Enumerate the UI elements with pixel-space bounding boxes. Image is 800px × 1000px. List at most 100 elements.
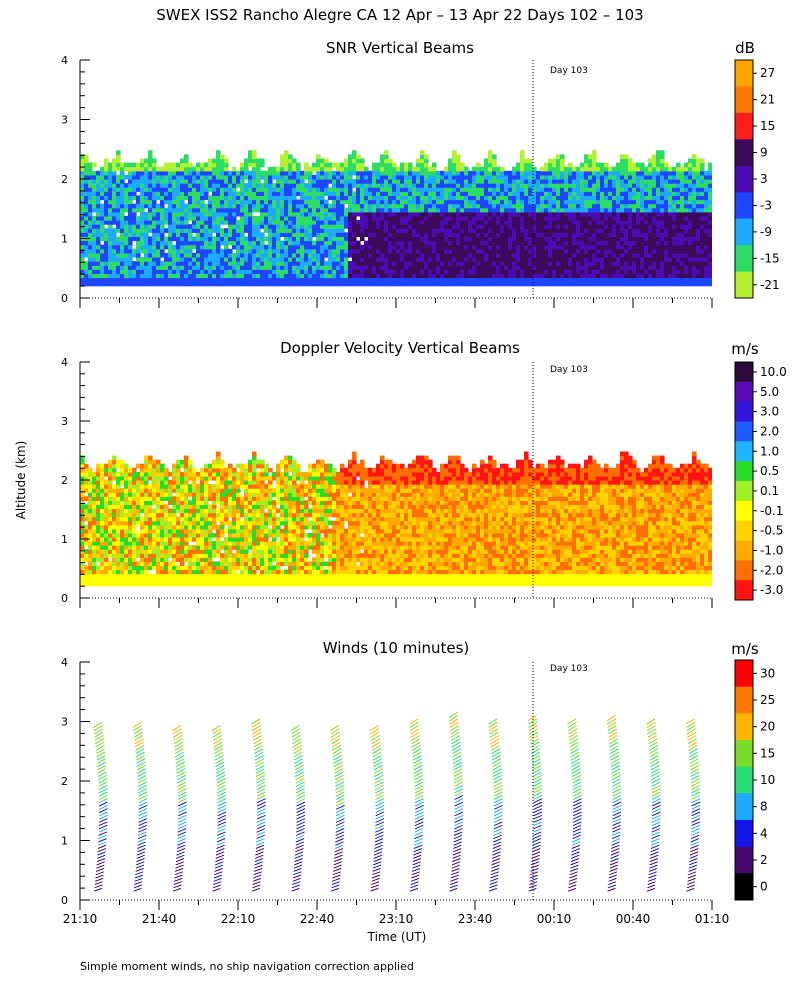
heatmap-cell <box>576 257 581 262</box>
heatmap-cell <box>604 174 609 180</box>
heatmap-cell <box>428 248 433 254</box>
heatmap-cell <box>348 154 353 160</box>
heatmap-cell <box>308 244 313 250</box>
heatmap-cell <box>548 215 553 221</box>
heatmap-cell <box>452 154 457 160</box>
heatmap-cell <box>248 252 253 258</box>
heatmap-cell <box>152 195 157 201</box>
heatmap-cell <box>676 273 681 279</box>
heatmap-cell <box>116 195 121 201</box>
heatmap-cell <box>652 220 657 225</box>
heatmap-cell <box>404 273 409 279</box>
heatmap-cell <box>308 211 313 217</box>
heatmap-cell <box>156 261 161 266</box>
heatmap-cell <box>536 265 541 270</box>
heatmap-cell <box>96 537 101 542</box>
heatmap-cell <box>580 277 585 283</box>
heatmap-cell <box>668 195 673 201</box>
heatmap-cell <box>524 252 529 258</box>
heatmap-cell <box>588 220 593 225</box>
heatmap-cell <box>280 166 285 172</box>
heatmap-cell <box>140 170 145 176</box>
heatmap-cell <box>168 187 173 192</box>
heatmap-cell <box>84 232 89 237</box>
heatmap-cell <box>192 191 197 196</box>
heatmap-cell <box>240 162 245 168</box>
heatmap-cell <box>436 174 441 180</box>
heatmap-cell <box>668 240 673 246</box>
heatmap-cell <box>460 232 465 237</box>
heatmap-cell <box>156 273 161 279</box>
heatmap-cell <box>216 273 221 279</box>
heatmap-cell <box>620 236 625 242</box>
heatmap-cell <box>616 269 621 274</box>
heatmap-cell <box>348 252 353 258</box>
heatmap-cell <box>84 553 89 558</box>
heatmap-cell <box>316 269 321 274</box>
heatmap-cell <box>140 277 145 283</box>
heatmap-cell <box>164 265 169 270</box>
heatmap-cell <box>328 265 333 270</box>
heatmap-cell <box>604 244 609 250</box>
heatmap-cell <box>684 191 689 196</box>
heatmap-cell <box>220 207 225 213</box>
heatmap-cell <box>80 265 85 270</box>
heatmap-cell <box>668 203 673 209</box>
heatmap-cell <box>80 488 85 493</box>
heatmap-cell <box>696 215 701 221</box>
heatmap-cell <box>368 277 373 283</box>
heatmap-cell <box>160 179 165 184</box>
heatmap-cell <box>356 228 361 233</box>
heatmap-cell <box>464 195 469 201</box>
heatmap-cell <box>248 281 253 287</box>
heatmap-cell <box>280 252 285 258</box>
heatmap-cell <box>564 265 569 270</box>
heatmap-cell <box>604 265 609 270</box>
heatmap-cell <box>660 207 665 213</box>
heatmap-cell <box>672 166 677 172</box>
heatmap-cell <box>660 150 665 155</box>
heatmap-cell <box>168 215 173 221</box>
heatmap-cell <box>148 191 153 196</box>
heatmap-cell <box>688 261 693 266</box>
heatmap-cell <box>372 248 377 254</box>
heatmap-cell <box>492 277 497 283</box>
heatmap-cell <box>392 162 397 168</box>
heatmap-cell <box>468 183 473 188</box>
heatmap-cell <box>160 203 165 209</box>
heatmap-cell <box>396 277 401 283</box>
heatmap-cell <box>644 166 649 172</box>
heatmap-cell <box>188 228 193 233</box>
heatmap-cell <box>96 232 101 237</box>
heatmap-cell <box>136 187 141 192</box>
heatmap-cell <box>376 203 381 209</box>
heatmap-cell <box>608 195 613 201</box>
heatmap-cell <box>496 207 501 213</box>
heatmap-cell <box>212 248 217 254</box>
heatmap-cell <box>332 281 337 287</box>
heatmap-cell <box>212 269 217 274</box>
heatmap-cell <box>376 265 381 270</box>
heatmap-cell <box>108 191 113 196</box>
heatmap-cell <box>176 174 181 180</box>
heatmap-cell <box>204 195 209 201</box>
heatmap-cell <box>192 183 197 188</box>
heatmap-cell <box>632 281 637 287</box>
heatmap-cell <box>328 277 333 283</box>
heatmap-cell <box>244 248 249 254</box>
heatmap-cell <box>656 228 661 233</box>
heatmap-cell <box>708 166 712 172</box>
heatmap-cell <box>488 211 493 217</box>
heatmap-cell <box>316 273 321 279</box>
heatmap-cell <box>132 211 137 217</box>
heatmap-cell <box>272 240 277 246</box>
heatmap-cell <box>340 273 345 279</box>
heatmap-cell <box>228 269 233 274</box>
heatmap-cell <box>452 203 457 209</box>
heatmap-cell <box>400 215 405 221</box>
heatmap-cell <box>144 220 149 225</box>
heatmap-cell <box>632 220 637 225</box>
heatmap-cell <box>184 187 189 192</box>
heatmap-cell <box>104 166 109 172</box>
heatmap-cell <box>344 191 349 196</box>
